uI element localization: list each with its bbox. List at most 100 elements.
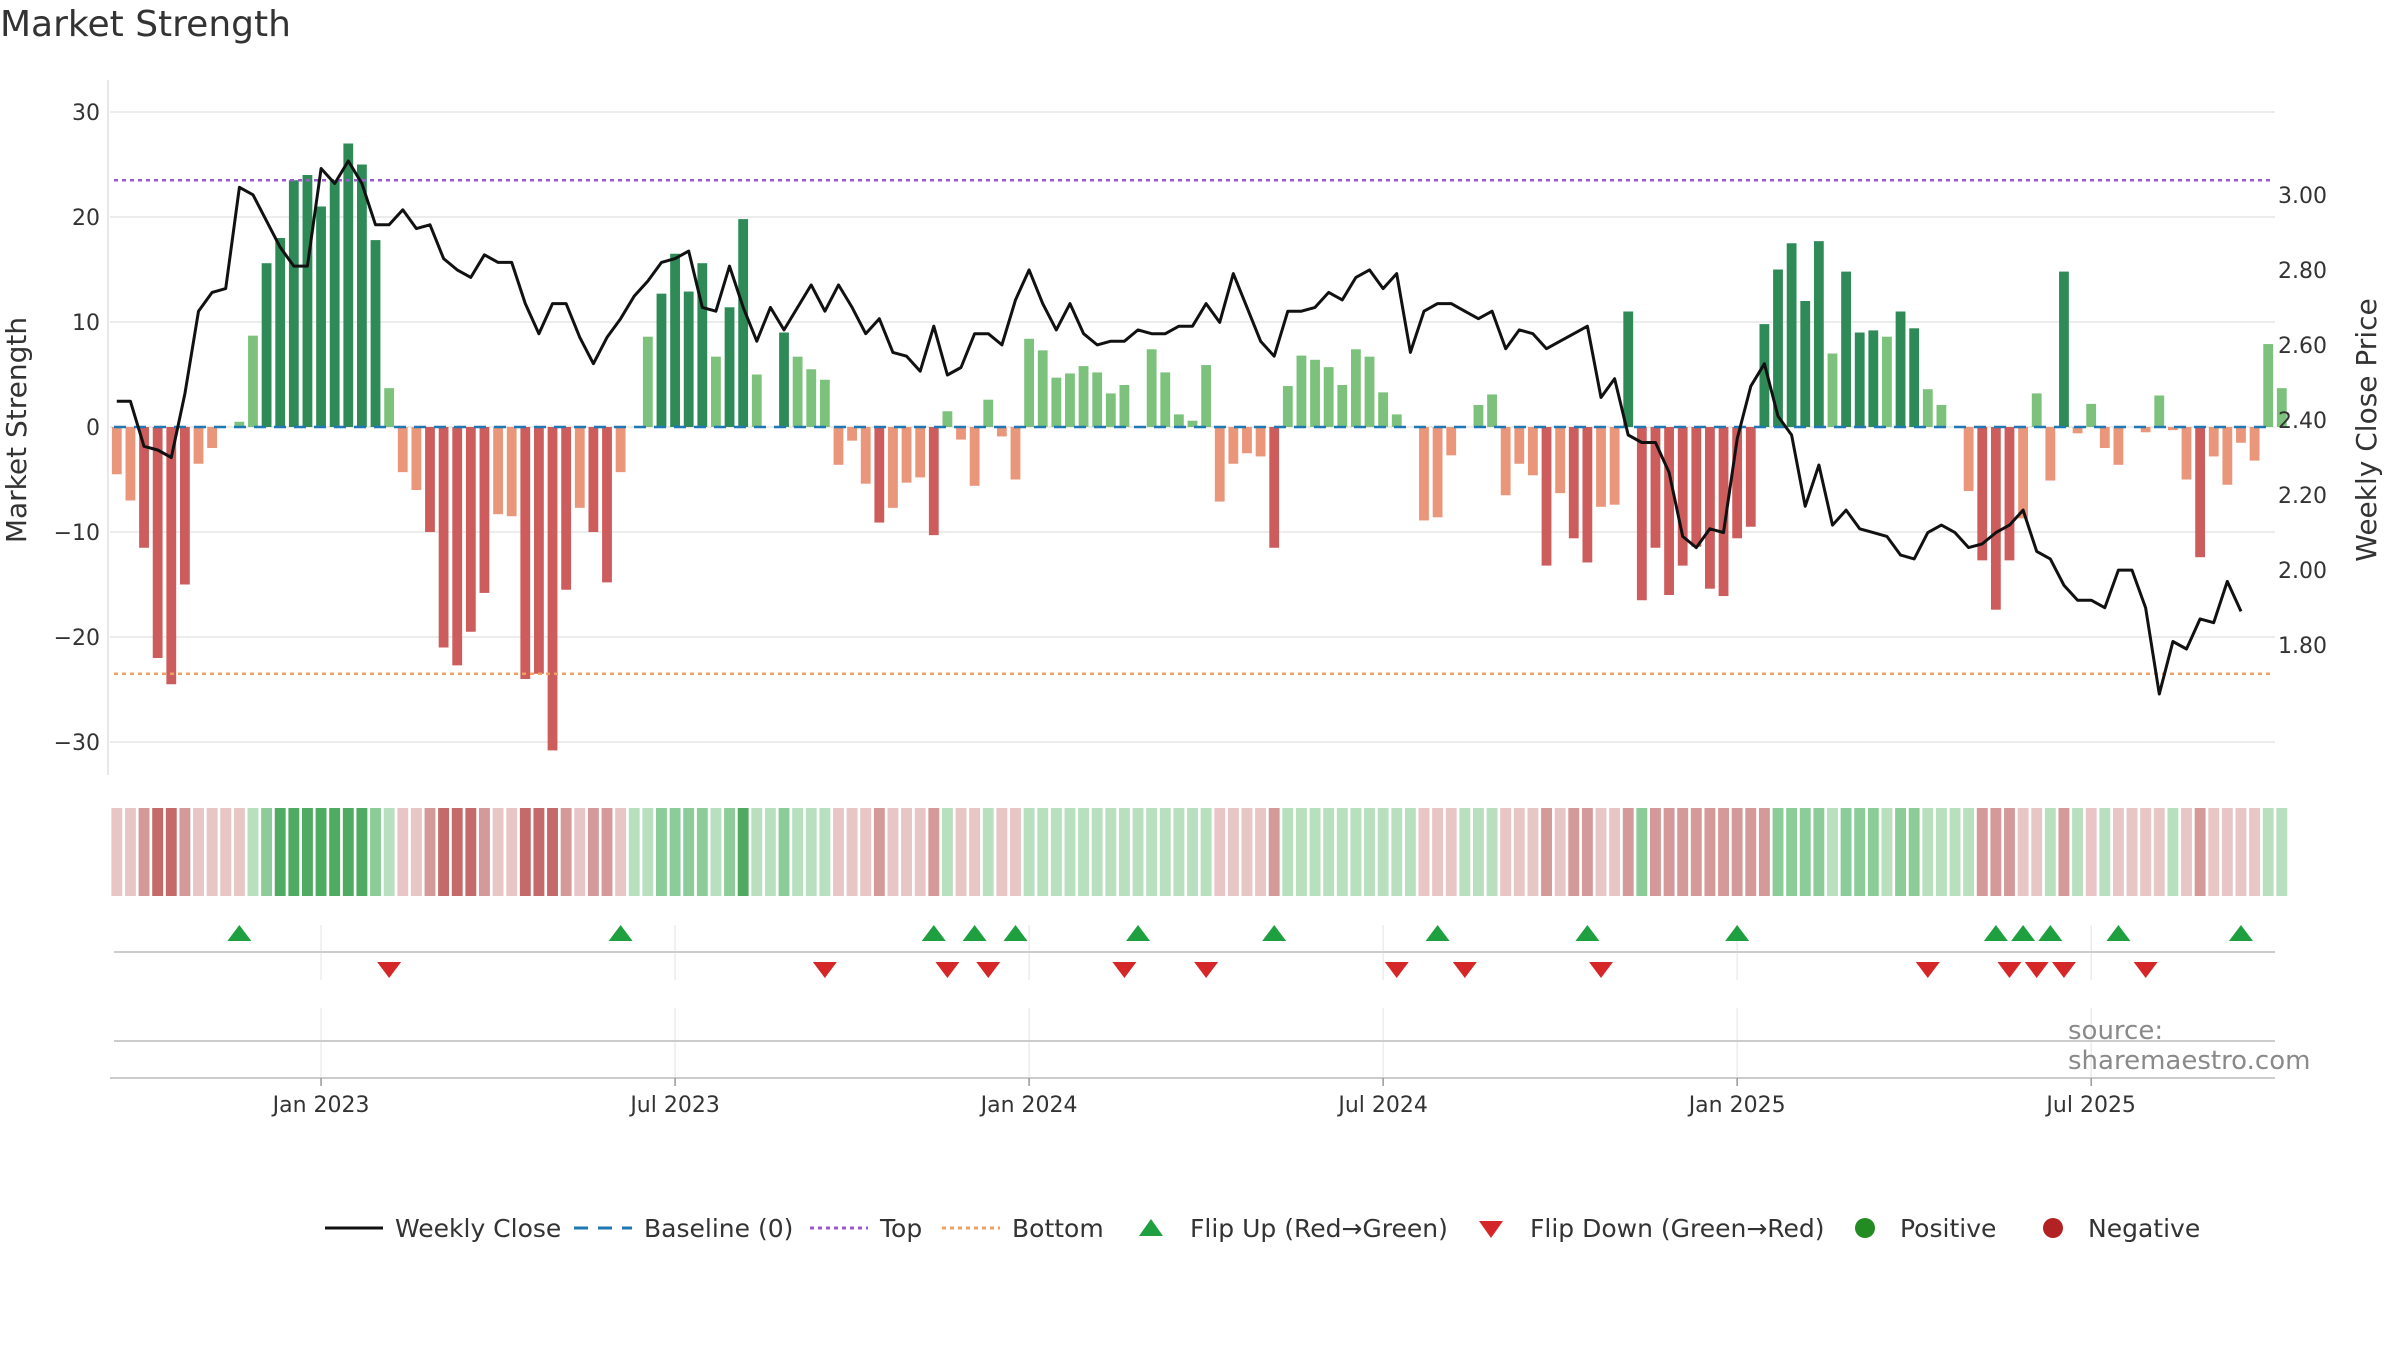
trend-strip-cell <box>1867 808 1879 896</box>
axes: 30 20 10 0 −10 −20 −30 3.00 2.80 2.60 2.40 2.20 2.00… <box>54 80 2327 1118</box>
trend-strip-cell <box>1513 808 1525 896</box>
flip-down-marker <box>935 962 960 978</box>
legend-positive[interactable]: Positive <box>1852 1208 1996 1248</box>
trend-strip-cell <box>1758 808 1770 896</box>
y-tick-label-left: 10 <box>72 311 100 336</box>
legend: Weekly Close Baseline (0) Top Bottom Fli… <box>0 1208 2400 1248</box>
strength-bar <box>2208 427 2219 457</box>
trend-strip-cell <box>2221 808 2233 896</box>
flip-up-marker <box>608 925 633 941</box>
trend-strip-cell <box>2276 808 2288 896</box>
y-tick-label-right: 2.20 <box>2278 484 2327 509</box>
y-tick-label-left: −30 <box>54 731 100 756</box>
strength-bar <box>2099 427 2110 448</box>
legend-bottom[interactable]: Bottom <box>940 1208 1104 1248</box>
trend-strip-cell <box>370 808 381 896</box>
trend-strip-cell <box>615 808 627 896</box>
trend-strip-cell <box>2099 808 2111 896</box>
trend-strip-cell <box>1364 808 1375 896</box>
x-tick-label: Jan 2024 <box>979 1093 1078 1118</box>
trend-strip-cell <box>696 808 708 896</box>
strength-bar <box>1364 356 1375 427</box>
strength-bar <box>1922 389 1933 427</box>
trend-strip-cell <box>2044 808 2056 896</box>
trend-strip-cell <box>519 808 531 896</box>
strength-bar <box>1936 404 1947 427</box>
strength-bar <box>901 427 912 483</box>
x-tick-label: Jan 2023 <box>271 1093 370 1118</box>
trend-strip-cell <box>138 808 150 896</box>
trend-strip-cell <box>1132 808 1144 896</box>
trend-strip-cell <box>1187 808 1198 896</box>
legend-baseline[interactable]: Baseline (0) <box>572 1208 793 1248</box>
strength-bar <box>1391 414 1402 427</box>
legend-label: Weekly Close <box>395 1213 562 1243</box>
legend-flip-up[interactable]: Flip Up (Red→Green) <box>1136 1208 1448 1248</box>
trend-strip-cell <box>1799 808 1811 896</box>
trend-strip-cell <box>2167 808 2179 896</box>
trend-strip-cell <box>1268 808 1280 896</box>
strength-bar <box>2004 427 2015 561</box>
trend-strip-cell <box>1949 808 1961 896</box>
flip-down-marker <box>377 962 402 978</box>
trend-strip-cell <box>1037 808 1049 896</box>
trend-strip-cell <box>383 808 395 896</box>
trend-strip-cell <box>315 808 327 896</box>
strength-bar <box>915 427 926 478</box>
strength-bar <box>860 427 871 484</box>
legend-top[interactable]: Top <box>808 1208 922 1248</box>
strength-bar <box>1514 427 1525 464</box>
strength-bar <box>1691 427 1702 547</box>
strength-bar <box>506 427 517 517</box>
strength-bar <box>1296 355 1307 427</box>
trend-strip-cell <box>1609 808 1621 896</box>
trend-strip-cell <box>1527 808 1539 896</box>
strength-bar <box>329 180 340 427</box>
trend-strip-cell <box>1581 808 1593 896</box>
strength-bar <box>1078 366 1089 427</box>
strength-bar <box>1500 427 1511 496</box>
source-credit[interactable]: source: sharemaestro.com <box>2068 1016 2311 1076</box>
legend-weekly-close[interactable]: Weekly Close <box>323 1208 561 1248</box>
strength-bar <box>1242 427 1252 454</box>
strength-bar <box>2018 427 2028 519</box>
triangle-down-icon <box>1479 1221 1503 1238</box>
trend-strip-cell <box>547 808 558 896</box>
strength-bar <box>2140 427 2151 433</box>
strength-bar <box>179 427 190 585</box>
trend-strip-cell <box>124 808 136 896</box>
x-tick-label: Jul 2023 <box>628 1093 720 1118</box>
legend-label: Positive <box>1900 1213 1997 1243</box>
trend-strip-cell <box>301 808 313 896</box>
flip-up-marker <box>2011 925 2036 941</box>
trend-strip-cell <box>1718 808 1729 896</box>
trend-strip-cell <box>1908 808 1920 896</box>
flip-up-marker <box>1575 925 1600 941</box>
green-dot-icon <box>1855 1218 1875 1238</box>
strength-bar <box>2045 427 2056 481</box>
trend-strip-cell <box>247 808 259 896</box>
trend-strip-cell <box>1895 808 1906 896</box>
triangle-up-icon <box>1139 1219 1163 1236</box>
trend-strip-cell <box>1500 808 1512 896</box>
strength-bar <box>1596 427 1606 507</box>
trend-strip-cell <box>274 808 286 896</box>
trend-strip-cell <box>2126 808 2138 896</box>
flip-down-marker <box>1452 962 1477 978</box>
trend-strip-cell <box>1922 808 1934 896</box>
strength-bar <box>1378 392 1389 427</box>
trend-strip-cell <box>1663 808 1675 896</box>
strength-bar <box>2059 271 2069 427</box>
strength-bar <box>983 399 994 427</box>
trend-strip-cell <box>533 808 545 896</box>
legend-flip-down[interactable]: Flip Down (Green→Red) <box>1476 1208 1825 1248</box>
trend-strip-cell <box>233 808 245 896</box>
strength-bar <box>397 427 408 473</box>
trend-strip-cell <box>1064 808 1076 896</box>
strength-bar <box>1650 427 1661 548</box>
strength-bar <box>615 427 626 473</box>
strength-bar <box>833 427 844 465</box>
legend-negative[interactable]: Negative <box>2040 1208 2200 1248</box>
strength-bar <box>574 427 585 508</box>
strength-bar <box>343 143 354 427</box>
